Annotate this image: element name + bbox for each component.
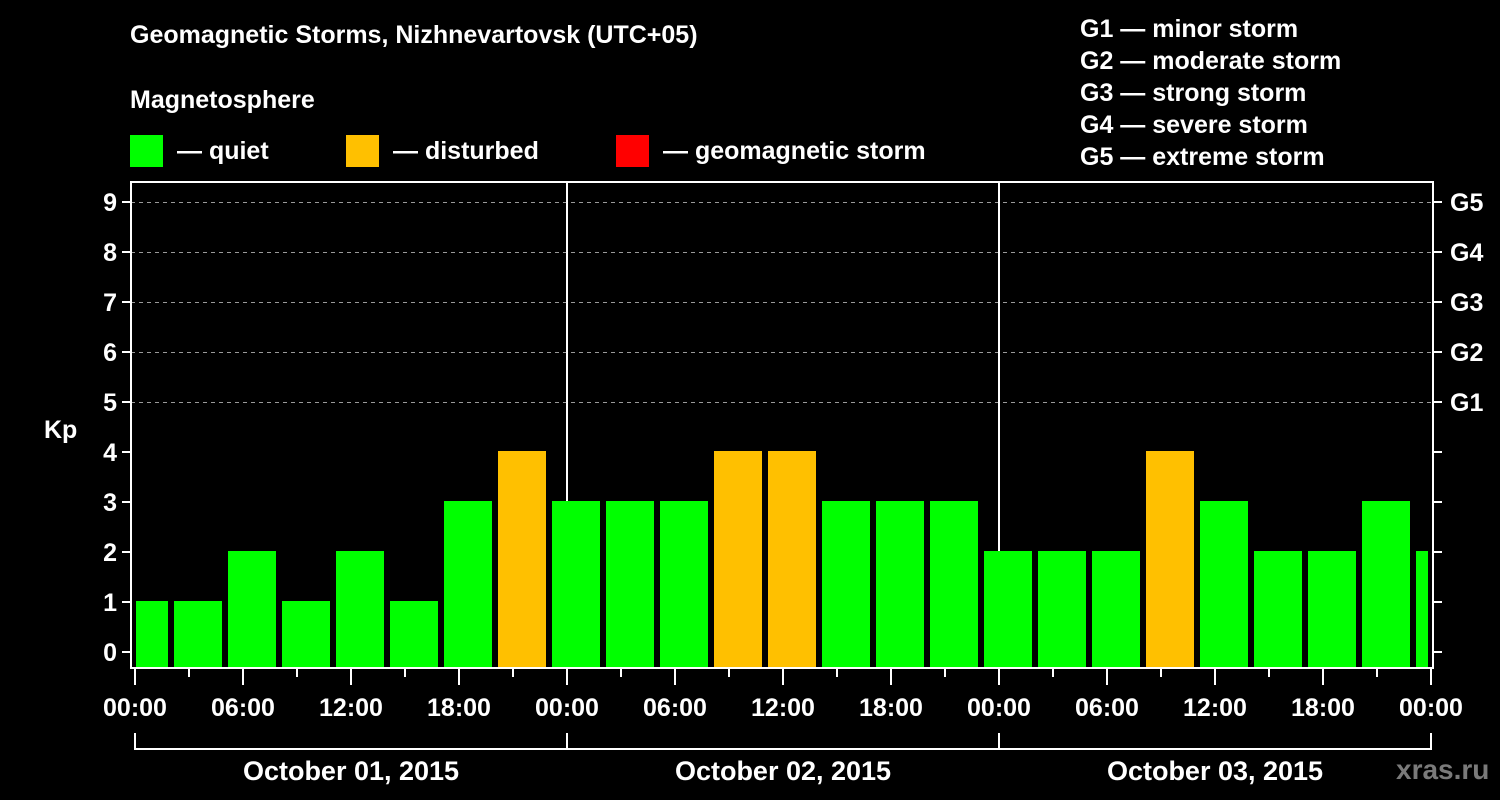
x-tick-label: 18:00 xyxy=(859,694,923,722)
storm-scale-g4: G4 — severe storm xyxy=(1080,111,1308,139)
kp-bar xyxy=(136,601,168,667)
kp-bar xyxy=(336,551,384,667)
day-brackets: October 01, 2015 October 02, 2015 October … xyxy=(134,733,1432,786)
storm-scale-legend: G1 — minor storm G2 — moderate storm G3 … xyxy=(1080,13,1341,173)
storm-scale-g5: G5 — extreme storm xyxy=(1080,143,1325,171)
x-tick-label: 12:00 xyxy=(751,694,815,722)
y-tick-label: 7 xyxy=(103,289,117,317)
y-tick-label: 2 xyxy=(103,539,117,567)
g-scale-label: G1 xyxy=(1450,389,1483,417)
g-scale-label: G2 xyxy=(1450,339,1483,367)
kp-bar xyxy=(390,601,438,667)
legend-label-storm: — geomagnetic storm xyxy=(663,137,926,165)
kp-bar xyxy=(876,501,924,667)
storm-scale-g2: G2 — moderate storm xyxy=(1080,47,1342,75)
kp-bar xyxy=(1254,551,1302,667)
y-axis-label: Kp xyxy=(44,416,77,444)
x-tick-label: 18:00 xyxy=(427,694,491,722)
legend-item-quiet: — quiet xyxy=(130,135,269,167)
x-tick-label: 00:00 xyxy=(1399,694,1463,722)
legend-item-storm: — geomagnetic storm xyxy=(616,135,926,167)
y-tick-label: 5 xyxy=(103,389,117,417)
g-scale-label: G4 xyxy=(1450,239,1483,267)
kp-bar xyxy=(552,501,600,667)
g-scale-label: G5 xyxy=(1450,189,1483,217)
y-tick-label: 6 xyxy=(103,339,117,367)
x-tick-label: 00:00 xyxy=(535,694,599,722)
kp-bar xyxy=(822,501,870,667)
quiet-swatch-icon xyxy=(130,135,163,167)
y-axis: 0 1 2 3 4 5 6 7 8 9 xyxy=(103,189,131,667)
kp-bar xyxy=(606,501,654,667)
y-tick-label: 8 xyxy=(103,239,117,267)
kp-bar xyxy=(1092,551,1140,667)
g-scale-label: G3 xyxy=(1450,289,1483,317)
kp-bar xyxy=(714,451,762,667)
kp-bar xyxy=(1200,501,1248,667)
x-tick-label: 00:00 xyxy=(103,694,167,722)
kp-bar xyxy=(1038,551,1086,667)
x-tick-label: 06:00 xyxy=(643,694,707,722)
kp-bar xyxy=(174,601,222,667)
storm-scale-g3: G3 — strong storm xyxy=(1080,79,1307,107)
kp-bar xyxy=(1362,501,1410,667)
x-tick-label: 12:00 xyxy=(319,694,383,722)
storm-swatch-icon xyxy=(616,135,649,167)
x-tick-label: 00:00 xyxy=(967,694,1031,722)
legend-label-disturbed: — disturbed xyxy=(393,137,539,165)
x-tick-label: 18:00 xyxy=(1291,694,1355,722)
g-scale-axis: G1 G2 G3 G4 G5 xyxy=(1433,189,1483,653)
bars xyxy=(136,451,1428,667)
day-label: October 02, 2015 xyxy=(675,756,891,786)
kp-bar xyxy=(498,451,546,667)
kp-bar xyxy=(1416,551,1428,667)
y-tick-label: 3 xyxy=(103,489,117,517)
y-tick-label: 0 xyxy=(103,639,117,667)
kp-bar xyxy=(930,501,978,667)
kp-bar xyxy=(660,501,708,667)
x-axis: 00:00 06:00 12:00 18:00 00:00 06:00 12:00 18:00… xyxy=(103,668,1463,722)
chart-title: Geomagnetic Storms, Nizhnevartovsk (UTC+… xyxy=(130,21,698,49)
kp-bar xyxy=(1146,451,1194,667)
y-tick-label: 4 xyxy=(103,439,117,467)
y-tick-label: 1 xyxy=(103,589,117,617)
kp-bar xyxy=(1308,551,1356,667)
y-tick-label: 9 xyxy=(103,189,117,217)
disturbed-swatch-icon xyxy=(346,135,379,167)
kp-bar xyxy=(228,551,276,667)
kp-bar xyxy=(282,601,330,667)
legend-item-disturbed: — disturbed xyxy=(346,135,539,167)
day-label: October 03, 2015 xyxy=(1107,756,1323,786)
watermark: xras.ru xyxy=(1396,754,1490,785)
kp-bar xyxy=(444,501,492,667)
legend-label-quiet: — quiet xyxy=(177,137,269,165)
gridlines xyxy=(131,202,1433,403)
x-tick-label: 12:00 xyxy=(1183,694,1247,722)
legend-heading: Magnetosphere xyxy=(130,86,315,114)
x-tick-label: 06:00 xyxy=(211,694,275,722)
kp-bar xyxy=(768,451,816,667)
storm-scale-g1: G1 — minor storm xyxy=(1080,15,1299,43)
day-label: October 01, 2015 xyxy=(243,756,459,786)
x-tick-label: 06:00 xyxy=(1075,694,1139,722)
kp-bar xyxy=(984,551,1032,667)
